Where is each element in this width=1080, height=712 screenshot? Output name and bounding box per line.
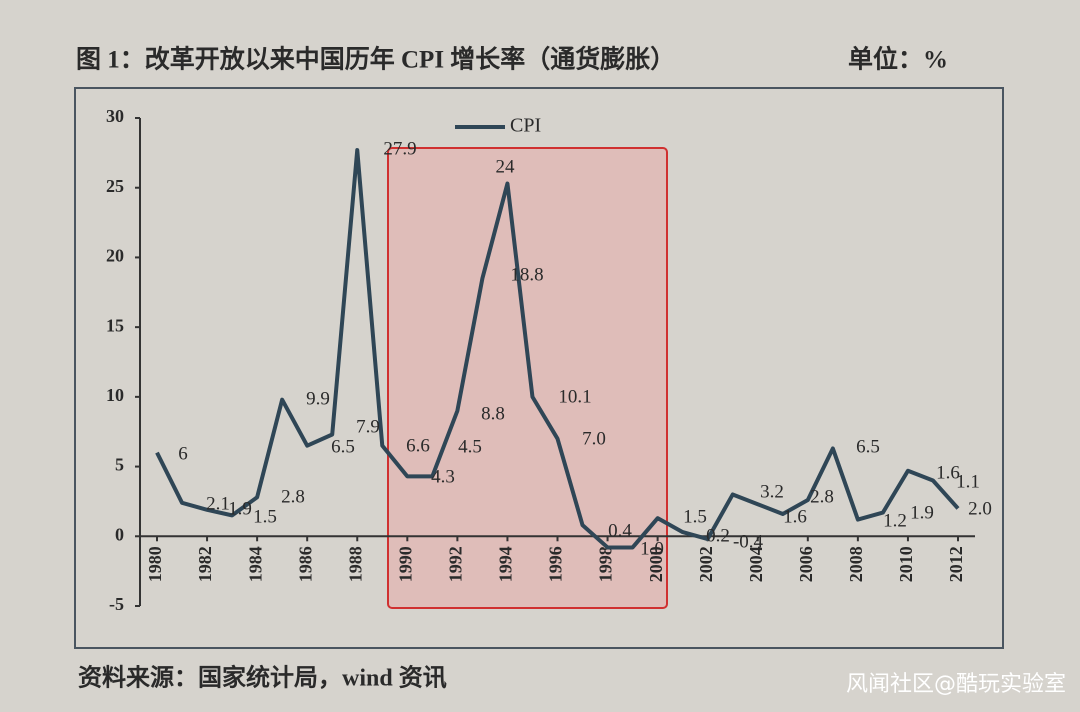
data-label: 6 [178, 443, 188, 464]
data-label: 10.1 [558, 386, 591, 407]
data-label: 1.5 [683, 506, 707, 527]
data-label: 0.2 [706, 525, 730, 546]
data-label: 2.0 [968, 498, 992, 519]
data-label: 2.8 [281, 486, 305, 507]
data-label: 9.9 [306, 388, 330, 409]
data-label: 1.5 [253, 506, 277, 527]
cpi-line [155, 148, 960, 550]
unit-label: 单位：% [848, 45, 948, 74]
x-tick-label: 2002 [696, 546, 716, 582]
source-note: 资料来源：国家统计局，wind 资讯 [78, 664, 447, 692]
data-label: 2.8 [810, 486, 834, 507]
data-label: 24 [496, 156, 516, 177]
legend-label: CPI [510, 115, 541, 137]
data-label: 1.6 [936, 462, 960, 483]
data-label: 7.0 [582, 428, 606, 449]
x-tick-label: 1990 [395, 546, 415, 582]
x-tick-label: 1998 [596, 546, 616, 582]
data-label: 0.4 [608, 520, 632, 541]
x-tick-label: 1982 [195, 546, 215, 582]
x-tick-label: 2010 [896, 546, 916, 582]
plot-frame [74, 87, 1004, 649]
x-tick-label: 2012 [946, 546, 966, 582]
x-tick-label: 1992 [446, 546, 466, 582]
data-label: -0.4 [733, 531, 764, 552]
data-label: 6.5 [856, 436, 880, 457]
data-label: 1.6 [783, 506, 807, 527]
x-tick-label: 1988 [345, 546, 365, 582]
data-label: 2.1 [206, 493, 230, 514]
y-tick-label: 15 [106, 315, 124, 335]
data-label: 3.2 [760, 481, 784, 502]
data-label: 6.6 [406, 435, 430, 456]
data-label: 27.9 [383, 138, 416, 159]
x-tick-label: 2000 [646, 546, 666, 582]
y-tick-label: 25 [106, 176, 124, 196]
x-tick-label: 1996 [546, 546, 566, 582]
y-tick-label: 0 [115, 524, 124, 544]
chart-title: 图 1：改革开放以来中国历年 CPI 增长率（通货膨胀） [76, 45, 675, 74]
data-label: 8.8 [481, 403, 505, 424]
x-tick-label: 2008 [846, 546, 866, 582]
x-tick-label: 1980 [145, 546, 165, 582]
y-tick-label: 5 [115, 455, 124, 475]
data-label: 1.9 [910, 502, 934, 523]
x-tick-label: 1984 [245, 546, 265, 582]
y-tick-label: -5 [109, 594, 124, 614]
y-tick-label: 10 [106, 385, 124, 405]
data-label: 1.1 [956, 471, 980, 492]
y-tick-label: 30 [106, 106, 124, 126]
x-tick-label: 1994 [496, 546, 516, 582]
x-tick-label: 1986 [295, 546, 315, 582]
data-label: 6.5 [331, 436, 355, 457]
highlight-region [387, 147, 668, 609]
x-tick-label: 2006 [796, 546, 816, 582]
watermark: 风闻社区@酷玩实验室 [846, 672, 1066, 697]
x-tick-label: 2004 [746, 546, 766, 582]
y-tick-label: 20 [106, 246, 124, 266]
data-label: 1.9 [228, 498, 252, 519]
data-label: 1.2 [883, 510, 907, 531]
data-label: 4.3 [431, 466, 455, 487]
data-label: 18.8 [510, 264, 543, 285]
data-label: 7.9 [356, 416, 380, 437]
data-label: 4.5 [458, 436, 482, 457]
data-label: 1.0 [640, 538, 664, 559]
